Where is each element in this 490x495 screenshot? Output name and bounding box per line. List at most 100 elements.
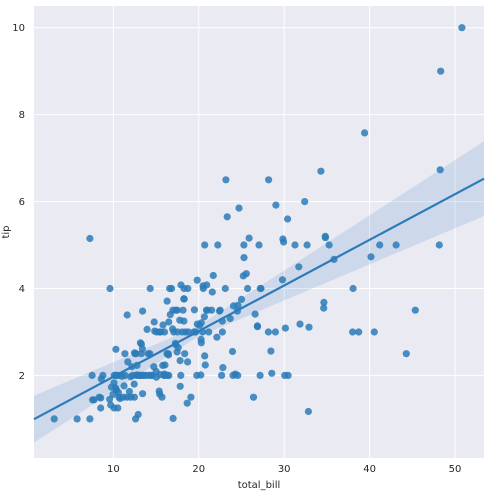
data-point [221, 284, 229, 293]
y-tick-label: 10 [12, 23, 25, 34]
data-point [251, 310, 259, 318]
data-point [180, 317, 188, 325]
data-point [169, 414, 177, 422]
data-point [200, 313, 208, 321]
data-point [120, 382, 128, 390]
data-point [173, 306, 181, 314]
x-axis-label: total_bill [238, 480, 281, 491]
data-point [242, 270, 250, 278]
data-point [164, 351, 173, 359]
y-tick-label: 8 [19, 110, 25, 121]
data-point [437, 67, 445, 75]
data-point [97, 394, 105, 402]
data-point [370, 328, 378, 336]
data-point [320, 304, 328, 312]
data-point [183, 399, 191, 407]
data-point [165, 371, 173, 379]
data-point [193, 276, 201, 284]
data-point [361, 129, 369, 137]
data-point [272, 201, 280, 209]
data-point [125, 387, 133, 396]
data-point [208, 288, 216, 296]
data-point [176, 382, 184, 390]
data-point [134, 410, 142, 419]
data-point [130, 380, 138, 388]
data-point [268, 369, 276, 377]
data-point [301, 198, 309, 206]
data-point [168, 284, 176, 293]
data-point [73, 415, 81, 423]
data-point [121, 371, 129, 379]
data-point [240, 254, 248, 262]
data-point [321, 234, 329, 242]
x-tick-label: 40 [363, 464, 376, 475]
data-point [264, 328, 272, 336]
data-point [458, 24, 466, 32]
data-point [163, 297, 171, 305]
data-point [181, 350, 189, 358]
data-point [284, 215, 292, 223]
data-point [223, 213, 231, 221]
data-point [197, 371, 205, 379]
data-point [349, 328, 357, 336]
data-point [280, 238, 288, 246]
data-point [355, 328, 363, 336]
data-point [97, 404, 105, 412]
y-axis-label: tip [1, 225, 12, 238]
data-point [184, 284, 192, 293]
data-point [436, 166, 444, 174]
data-point [257, 284, 265, 293]
data-point [123, 311, 131, 319]
data-point [219, 364, 227, 372]
data-point [228, 347, 237, 356]
regression-line-layer [33, 177, 485, 421]
data-point [271, 328, 279, 336]
plot-background [34, 6, 484, 458]
data-point [130, 393, 138, 401]
data-point [237, 295, 246, 303]
data-point [218, 328, 226, 336]
data-point [411, 306, 419, 314]
data-point [256, 371, 264, 379]
data-point [284, 371, 292, 379]
data-point [184, 358, 192, 366]
data-point [201, 352, 209, 360]
data-point [303, 241, 311, 249]
data-point [325, 241, 333, 249]
data-point [392, 241, 400, 249]
data-point [305, 323, 313, 331]
data-point [367, 253, 375, 261]
data-point [255, 241, 263, 249]
data-point [197, 339, 205, 347]
data-point [244, 284, 252, 293]
data-point [159, 321, 167, 329]
data-point [235, 204, 243, 212]
data-point [267, 347, 275, 355]
data-point [187, 393, 195, 401]
data-point [132, 350, 140, 358]
data-point [295, 263, 303, 271]
regression-line [33, 177, 485, 421]
data-point [208, 306, 216, 314]
confidence-band-layer [34, 141, 484, 443]
data-point [112, 345, 120, 353]
data-point [150, 318, 158, 326]
data-point [190, 306, 198, 314]
data-point [240, 241, 248, 249]
x-tick-label: 20 [192, 464, 205, 475]
x-tick-label: 10 [107, 464, 120, 475]
data-point [139, 307, 147, 315]
y-tick-label: 2 [19, 371, 25, 382]
data-point [291, 241, 299, 249]
data-point [177, 371, 185, 379]
data-point [179, 306, 187, 314]
data-point [226, 314, 234, 323]
data-point [201, 361, 209, 369]
data-point [184, 328, 192, 336]
data-point [114, 404, 122, 412]
data-point [376, 241, 384, 249]
data-point [435, 241, 443, 249]
data-point [201, 241, 209, 249]
data-point [281, 324, 289, 332]
